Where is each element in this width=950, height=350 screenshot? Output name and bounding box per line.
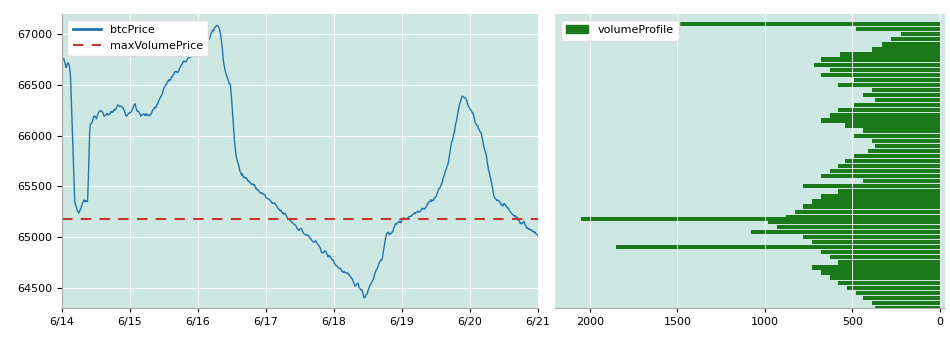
maxVolumePrice <box>124 217 136 222</box>
Bar <box>872 88 940 92</box>
Bar <box>786 215 940 219</box>
Bar <box>829 169 940 173</box>
btcPrice <box>211 23 222 28</box>
Bar <box>881 311 940 315</box>
Bar <box>821 271 940 275</box>
Bar <box>769 220 940 224</box>
Legend: volumeProfile: volumeProfile <box>560 20 679 41</box>
Bar <box>885 316 940 320</box>
Bar <box>846 159 940 163</box>
btcPrice <box>173 70 184 74</box>
Bar <box>795 210 940 214</box>
Bar <box>812 265 940 270</box>
Bar <box>840 52 940 57</box>
Bar <box>751 230 940 234</box>
Bar <box>875 306 940 310</box>
btcPrice <box>206 29 218 33</box>
Line: btcPrice: btcPrice <box>62 26 538 298</box>
Bar <box>812 199 940 204</box>
Bar <box>821 174 940 178</box>
Bar <box>814 63 940 67</box>
Bar <box>883 42 940 47</box>
Bar <box>839 189 940 194</box>
Bar <box>854 134 940 138</box>
Bar <box>856 27 940 32</box>
Bar <box>839 83 940 87</box>
Bar <box>573 22 940 26</box>
Bar <box>812 240 940 244</box>
Bar <box>875 98 940 102</box>
Bar <box>839 164 940 168</box>
Bar <box>821 194 940 198</box>
btcPrice <box>190 51 201 55</box>
Bar <box>804 204 940 209</box>
btcPrice <box>359 296 371 300</box>
Bar <box>863 128 940 133</box>
Legend: btcPrice, maxVolumePrice: btcPrice, maxVolumePrice <box>67 20 208 56</box>
Bar <box>854 78 940 82</box>
Bar <box>829 275 940 280</box>
Bar <box>839 281 940 285</box>
Bar <box>872 139 940 143</box>
btcPrice <box>428 198 439 203</box>
Bar <box>777 225 940 229</box>
Bar <box>821 73 940 77</box>
Bar <box>854 103 940 107</box>
Bar <box>863 296 940 300</box>
Bar <box>581 217 940 222</box>
Bar <box>875 144 940 148</box>
Bar <box>856 290 940 295</box>
Bar <box>863 179 940 183</box>
maxVolumePrice <box>56 217 67 222</box>
Bar <box>829 68 940 72</box>
Bar <box>821 118 940 122</box>
Bar <box>821 57 940 62</box>
Bar <box>829 255 940 259</box>
Bar <box>839 260 940 265</box>
Bar <box>846 124 940 128</box>
btcPrice <box>56 59 67 63</box>
Bar <box>902 32 940 36</box>
Bar <box>829 113 940 118</box>
Bar <box>804 235 940 239</box>
Bar <box>617 245 940 249</box>
Bar <box>868 149 940 153</box>
Bar <box>863 93 940 97</box>
Bar <box>872 301 940 305</box>
Bar <box>872 47 940 51</box>
Bar <box>821 250 940 254</box>
Bar <box>804 184 940 188</box>
Bar <box>854 154 940 158</box>
btcPrice <box>486 184 498 188</box>
btcPrice <box>532 233 543 238</box>
Bar <box>891 37 940 41</box>
Bar <box>847 286 940 290</box>
Bar <box>839 108 940 112</box>
btcPrice <box>370 270 381 274</box>
